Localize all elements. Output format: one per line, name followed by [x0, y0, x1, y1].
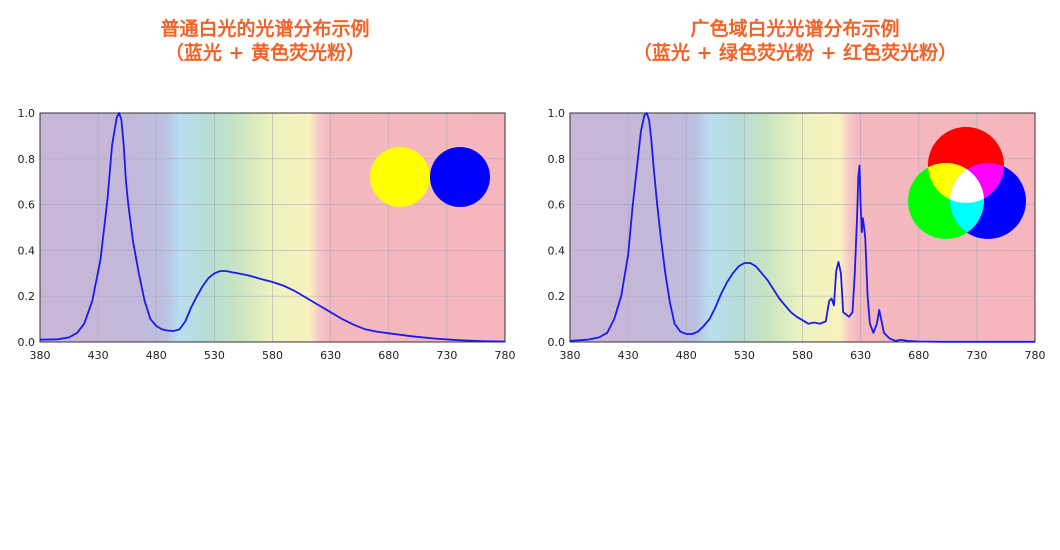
plot-frame [39, 112, 506, 343]
chart-panel-wide-gamut-white: 广色域白光光谱分布示例 （蓝光 + 绿色荧光粉 + 红色荧光粉） 380 430 4… [530, 0, 1060, 550]
y-tick-label: 0.0 [548, 336, 566, 349]
x-tick-label: 730 [436, 349, 457, 362]
x-tick-label: 730 [966, 349, 987, 362]
plot-frame [569, 112, 1036, 343]
y-tick-label: 1.0 [548, 107, 566, 120]
y-tick-label: 0.4 [18, 244, 36, 257]
x-tick-label: 780 [495, 349, 516, 362]
y-tick-label: 0.6 [18, 199, 36, 212]
x-tick-label: 580 [262, 349, 283, 362]
x-tick-label: 630 [320, 349, 341, 362]
x-tick-label: 680 [908, 349, 929, 362]
color-mixing-icon [908, 127, 1026, 239]
chart-subtitle: （蓝光 + 黄色荧光粉） [164, 42, 366, 64]
blue-circle [430, 147, 490, 207]
x-tick-label: 380 [30, 349, 51, 362]
spectrum-series-line [39, 112, 506, 343]
spectrum-chart-wide-gamut: 380 430 480 530 580 630 680 730 780 0.0 0.2 0.4 0.6 0… [548, 107, 1046, 362]
chart-title: 广色域白光光谱分布示例 [690, 18, 900, 40]
y-tick-label: 0.2 [548, 290, 566, 303]
chart-title: 普通白光的光谱分布示例 [160, 18, 370, 40]
y-tick-label: 1.0 [18, 107, 36, 120]
chart-subtitle: （蓝光 + 绿色荧光粉 + 红色荧光粉） [632, 42, 958, 64]
spectrum-chart-standard: 380 430 480 530 580 630 680 730 780 0.0 0.2 0.4 0.6 0… [18, 107, 516, 362]
y-tick-label: 0.2 [18, 290, 36, 303]
x-tick-label: 430 [88, 349, 109, 362]
y-tick-label: 0.8 [548, 153, 566, 166]
x-tick-label: 380 [560, 349, 581, 362]
spectrum-series-line [569, 112, 1035, 343]
white-overlap [950, 163, 984, 203]
x-tick-label: 430 [618, 349, 639, 362]
x-tick-label: 780 [1025, 349, 1046, 362]
chart-panel-standard-white: 普通白光的光谱分布示例 （蓝光 + 黄色荧光粉） 380 430 480 530 580… [18, 18, 516, 362]
x-tick-label: 480 [146, 349, 167, 362]
y-tick-label: 0.0 [18, 336, 36, 349]
y-tick-label: 0.8 [18, 153, 36, 166]
x-tick-label: 530 [734, 349, 755, 362]
x-tick-label: 530 [204, 349, 225, 362]
x-tick-label: 580 [792, 349, 813, 362]
x-tick-label: 630 [850, 349, 871, 362]
x-tick-label: 680 [378, 349, 399, 362]
y-tick-label: 0.6 [548, 199, 566, 212]
y-tick-label: 0.4 [548, 244, 566, 257]
yellow-circle [370, 147, 430, 207]
color-mixing-icon [370, 147, 490, 207]
x-tick-label: 480 [676, 349, 697, 362]
